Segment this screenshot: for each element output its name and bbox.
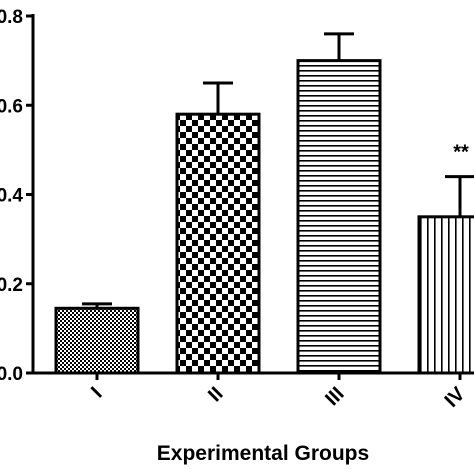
significance-annotation: ** [453, 142, 469, 164]
bars [54, 32, 474, 375]
bar-II [175, 112, 261, 375]
x-tick-label: I [87, 383, 106, 402]
bar-III [296, 59, 382, 375]
y-tick-label: 0.0 [0, 364, 23, 385]
annotations: ** [453, 142, 469, 164]
x-tick-label: IV [441, 383, 470, 412]
y-tick-label: 0.4 [0, 186, 23, 207]
x-tick-label: III [321, 383, 348, 410]
y-tick-label: 0.2 [0, 275, 23, 296]
x-axis-title: Experimental Groups [157, 442, 369, 465]
x-tick-label: II [204, 383, 227, 406]
x-tick-labels: I II III IV [87, 373, 470, 412]
y-tick-label: 0.6 [0, 96, 23, 117]
y-ticks: 0.0 0.2 0.4 0.6 0.8 [0, 7, 33, 385]
bar-IV [417, 215, 474, 375]
y-tick-label: 0.8 [0, 7, 23, 28]
bar-I [54, 306, 140, 375]
